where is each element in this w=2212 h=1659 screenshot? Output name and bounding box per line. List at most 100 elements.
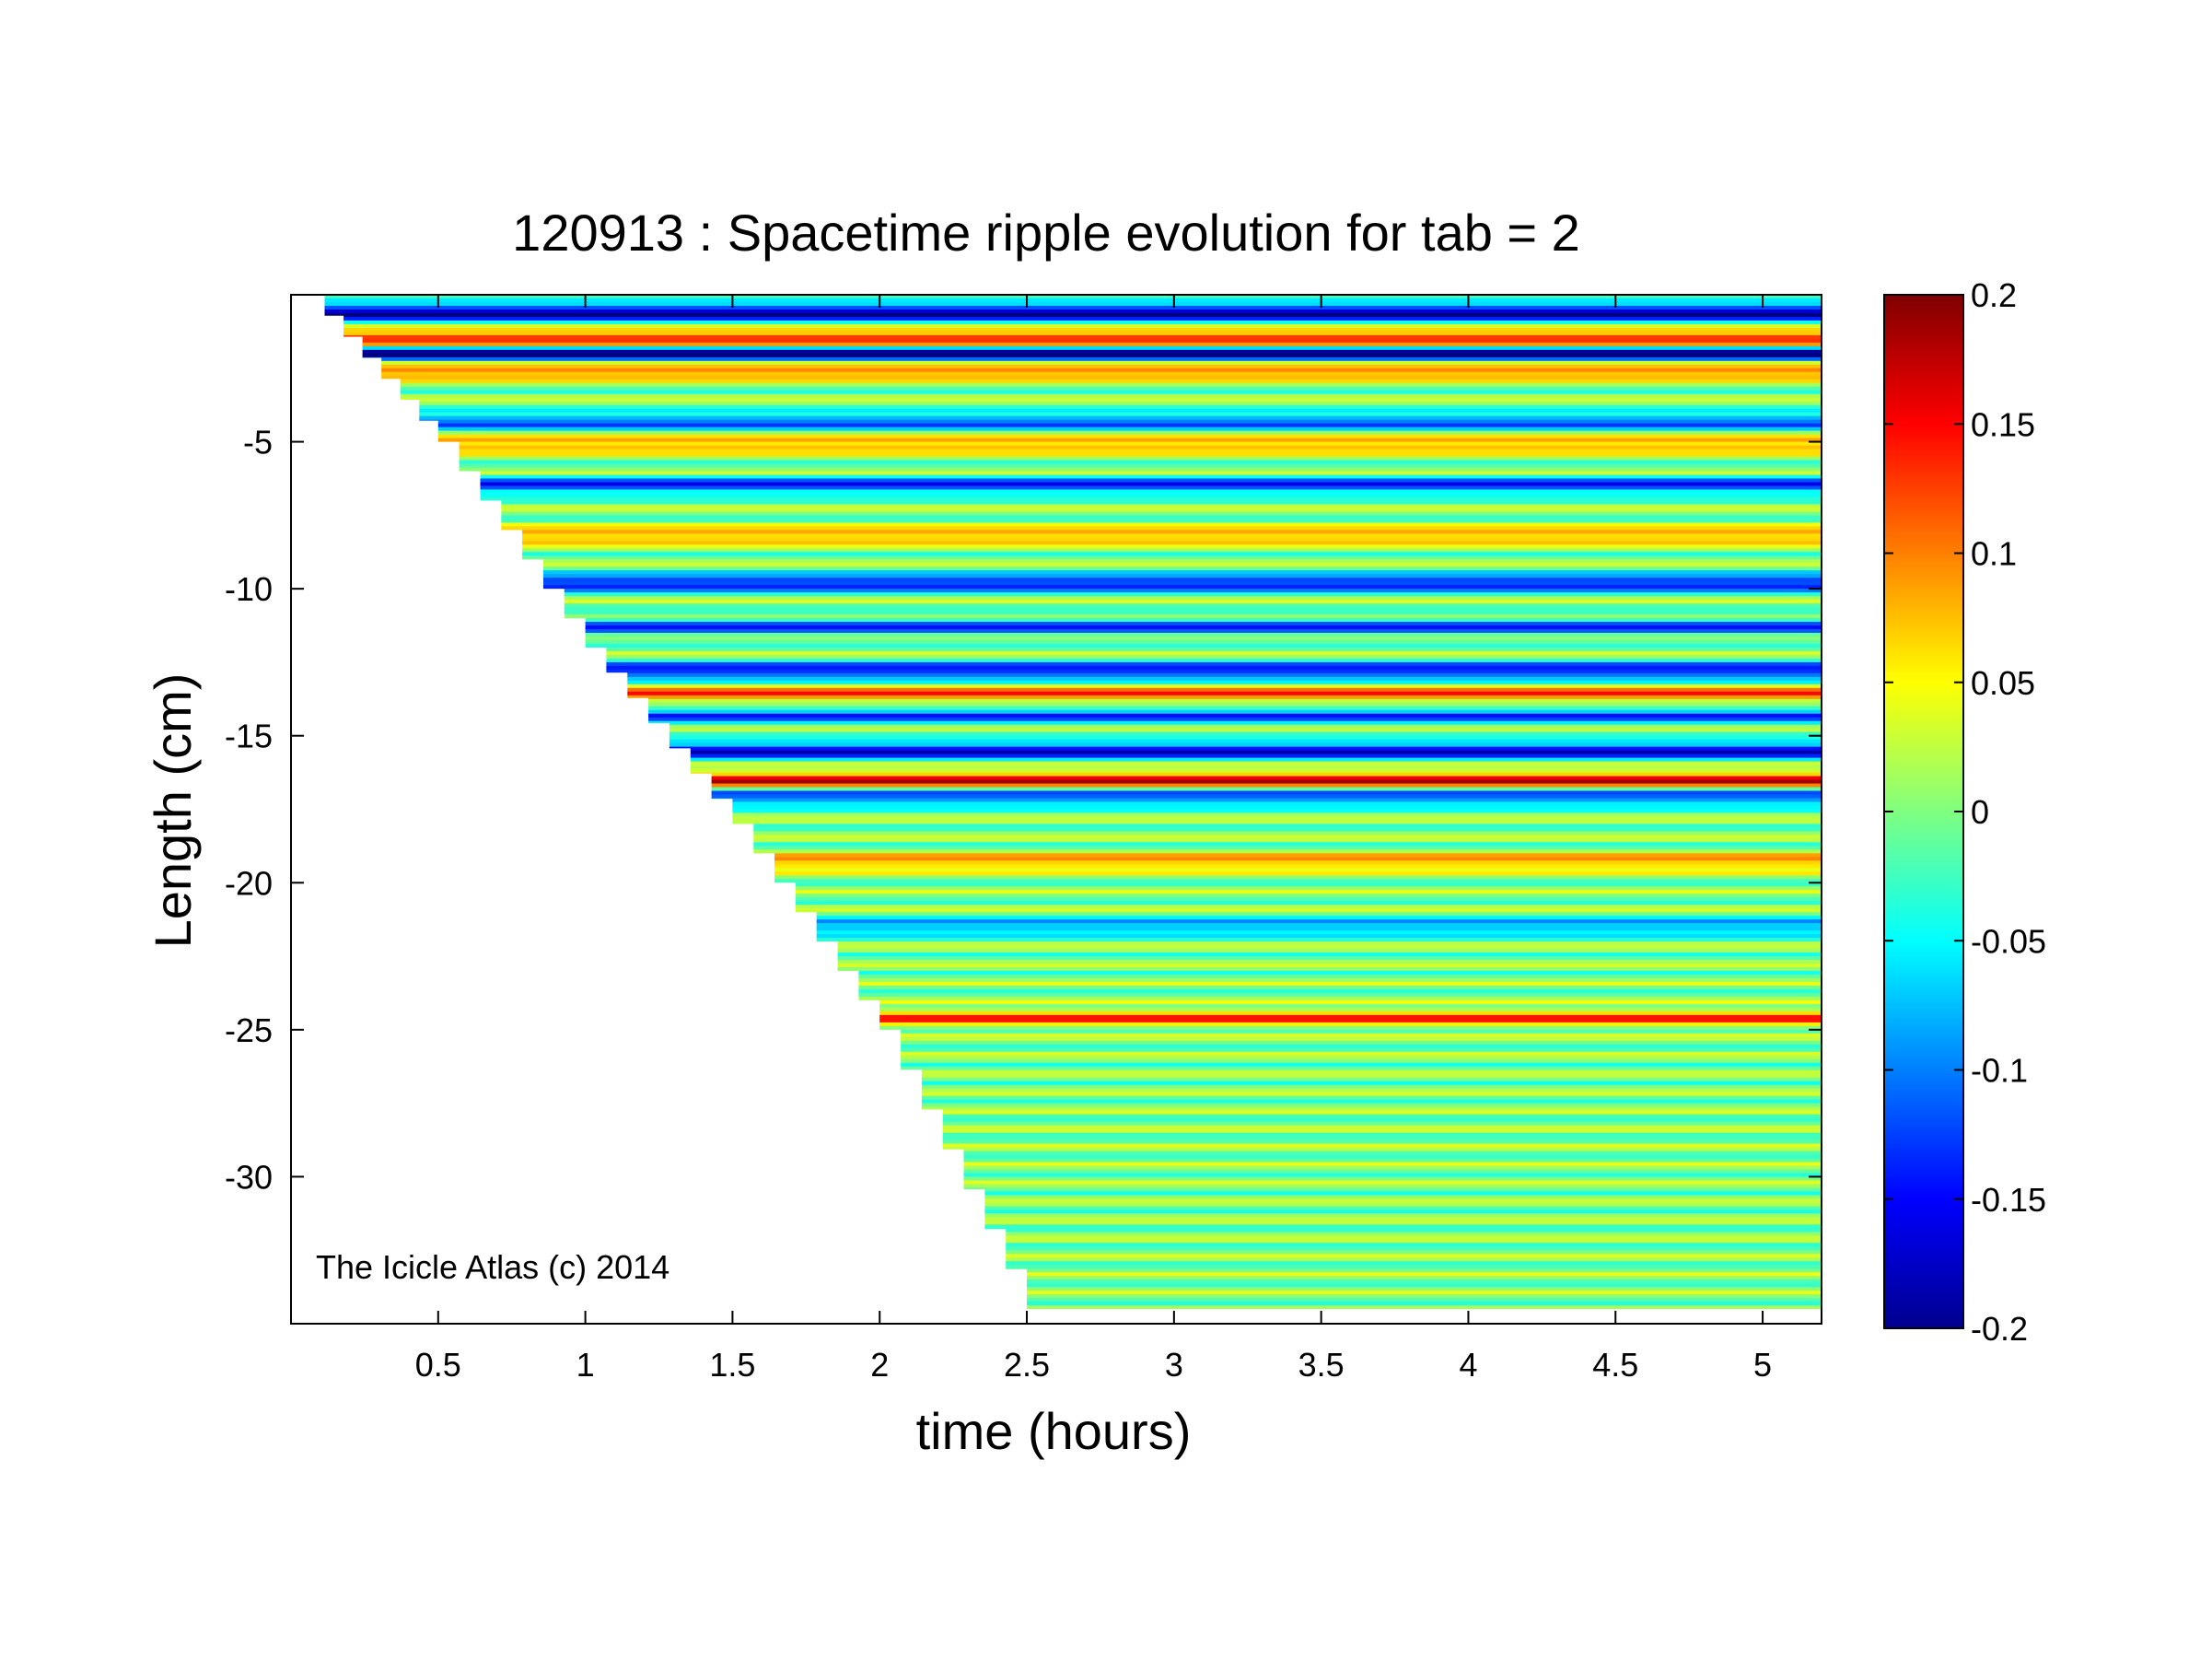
heatmap-row	[306, 691, 1822, 696]
heatmap-row	[306, 541, 1822, 545]
heatmap-row	[306, 1110, 1822, 1116]
heatmap-row	[306, 1095, 1822, 1101]
heatmap-row	[306, 952, 1822, 957]
heatmap-row	[306, 949, 1822, 953]
heatmap-row	[306, 930, 1822, 935]
heatmap-row	[306, 1058, 1822, 1064]
y-tick-label: -5	[243, 424, 273, 461]
heatmap-row	[306, 603, 1822, 608]
heatmap-row	[306, 456, 1822, 461]
heatmap-row	[306, 695, 1822, 700]
heatmap-row	[306, 438, 1822, 443]
heatmap-row	[306, 757, 1822, 763]
heatmap-row	[306, 1184, 1822, 1188]
heatmap-row	[306, 1276, 1822, 1280]
heatmap-row	[306, 474, 1822, 480]
heatmap-row	[306, 629, 1822, 634]
heatmap-row	[306, 327, 1822, 333]
heatmap-row	[306, 1243, 1822, 1247]
heatmap-row	[306, 927, 1822, 931]
heatmap-row	[306, 1268, 1822, 1273]
y-tick-label: -30	[225, 1158, 273, 1196]
heatmap-row	[306, 1040, 1822, 1046]
heatmap-row	[306, 526, 1822, 531]
heatmap-row	[306, 301, 1822, 307]
heatmap-row	[306, 460, 1822, 465]
x-axis-label: time (hours)	[916, 1402, 1192, 1460]
heatmap-row	[306, 426, 1822, 432]
heatmap-row	[306, 1232, 1822, 1236]
heatmap-row	[306, 654, 1822, 660]
heatmap-row	[306, 1283, 1822, 1288]
heatmap-row	[306, 1062, 1822, 1068]
heatmap-row	[306, 500, 1822, 505]
heatmap-row	[306, 1272, 1822, 1277]
heatmap-row	[306, 1044, 1822, 1049]
heatmap-row	[306, 1125, 1822, 1130]
heatmap-row	[306, 1036, 1822, 1042]
heatmap-row	[306, 530, 1822, 534]
heatmap-row	[306, 1176, 1822, 1182]
heatmap-row	[306, 537, 1822, 542]
heatmap-row	[306, 397, 1822, 403]
heatmap-row	[306, 849, 1822, 854]
heatmap-row	[306, 1291, 1822, 1295]
heatmap-row	[306, 353, 1822, 358]
heatmap-row	[306, 805, 1822, 811]
heatmap-row	[306, 868, 1822, 872]
heatmap-row	[306, 489, 1822, 495]
heatmap-row	[306, 1250, 1822, 1255]
heatmap-row	[306, 578, 1822, 582]
heatmap-row	[306, 320, 1822, 325]
heatmap-row	[306, 647, 1822, 652]
heatmap-row	[306, 1169, 1822, 1174]
heatmap-row	[306, 1305, 1822, 1309]
plot-frame	[290, 294, 1822, 1325]
heatmap-row	[306, 1254, 1822, 1258]
heatmap-row	[306, 661, 1822, 667]
x-tick-label: 1.5	[709, 1346, 755, 1384]
heatmap-row	[306, 1121, 1822, 1127]
heatmap-row	[306, 761, 1822, 766]
colorbar-tick-label: -0.15	[1971, 1181, 2046, 1219]
heatmap-row	[306, 607, 1822, 612]
heatmap-row	[306, 1246, 1822, 1251]
heatmap-row	[306, 680, 1822, 685]
heatmap-row	[306, 1154, 1822, 1160]
heatmap-row	[306, 1022, 1822, 1027]
heatmap-row	[306, 702, 1822, 707]
heatmap-row	[306, 879, 1822, 883]
colorbar-tick-label: 0	[1971, 793, 1989, 831]
heatmap-row	[306, 331, 1822, 336]
heatmap-row	[306, 596, 1822, 601]
heatmap-row	[306, 368, 1822, 373]
heatmap-row	[306, 996, 1822, 1001]
heatmap-row	[306, 371, 1822, 377]
heatmap-row	[306, 298, 1822, 303]
heatmap-row	[306, 846, 1822, 850]
heatmap-row	[306, 637, 1822, 641]
heatmap-row	[306, 585, 1822, 590]
heatmap-row	[306, 555, 1822, 560]
colorbar-tick-label: -0.05	[1971, 922, 2046, 960]
heatmap-row	[306, 886, 1822, 891]
heatmap-row	[306, 1224, 1822, 1229]
heatmap-row	[306, 812, 1822, 818]
heatmap-row	[306, 999, 1822, 1005]
x-tick-label: 0.5	[415, 1346, 461, 1384]
heatmap-row	[306, 938, 1822, 942]
y-tick-label: -10	[225, 570, 273, 608]
heatmap-row	[306, 754, 1822, 759]
heatmap-row	[306, 441, 1822, 447]
x-tick-label: 5	[1753, 1346, 1772, 1384]
heatmap-row	[306, 471, 1822, 476]
heatmap-row	[306, 672, 1822, 678]
heatmap-row	[306, 1180, 1822, 1186]
colorbar-tick-label: -0.2	[1971, 1310, 2028, 1348]
heatmap-row	[306, 720, 1822, 726]
heatmap-row	[306, 614, 1822, 619]
heatmap-row	[306, 890, 1822, 894]
heatmap-row	[306, 985, 1822, 990]
heatmap-row	[306, 559, 1822, 564]
heatmap-row	[306, 916, 1822, 920]
